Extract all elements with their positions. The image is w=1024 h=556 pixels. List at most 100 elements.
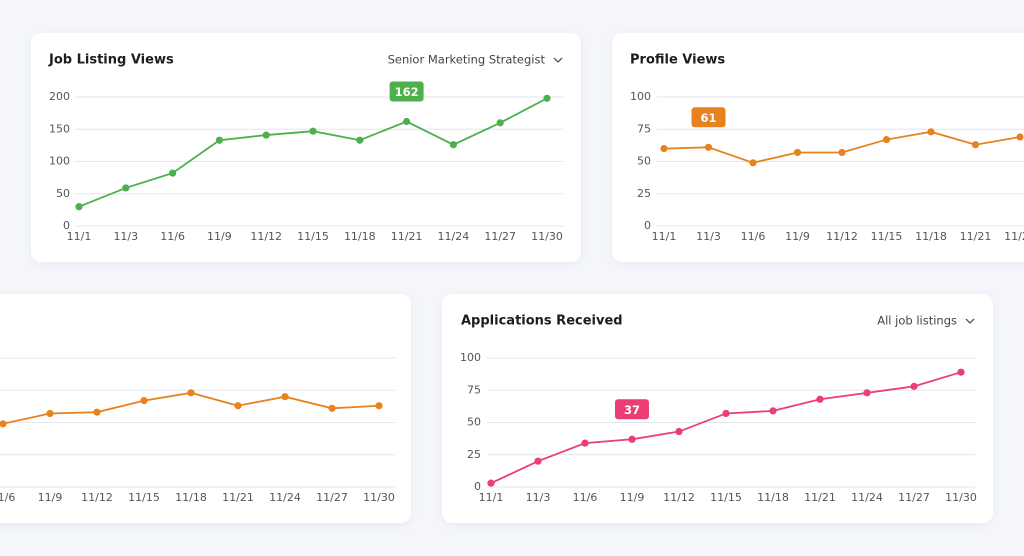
y-tick-label: 100	[460, 351, 481, 364]
chevron	[553, 57, 563, 63]
point	[140, 396, 148, 405]
point	[628, 435, 636, 443]
x-tick-label: 11/21	[960, 230, 992, 243]
x-tick-label: 11/12	[250, 230, 282, 243]
x-tick-label: 11/3	[113, 230, 138, 243]
x-tick-label: 11/9	[785, 230, 810, 243]
y-tick-label: 50	[467, 416, 481, 429]
y-tick-label: 50	[56, 187, 70, 200]
x-tick-label: 11/12	[81, 491, 113, 504]
x-tick-label: 11/15	[871, 230, 903, 243]
point	[534, 457, 542, 465]
filter-dropdown[interactable]: Senior Marketing Strategist	[388, 53, 563, 67]
point	[543, 94, 551, 102]
x-tick-label: 11/1	[652, 230, 677, 243]
x-tick-label: 11/15	[710, 491, 742, 504]
chart-card: 025507510011/611/911/1211/1511/1811/2111…	[0, 294, 411, 523]
x-tick-label: 11/21	[391, 230, 423, 243]
point	[910, 382, 918, 390]
point	[957, 368, 965, 376]
point	[262, 131, 270, 139]
point	[927, 128, 935, 136]
x-tick-label: 11/6	[0, 491, 15, 504]
point	[356, 136, 364, 144]
point	[487, 479, 495, 487]
value-label: 61	[700, 111, 716, 125]
x-tick-label: 11/3	[696, 230, 721, 243]
point	[281, 393, 289, 401]
x-tick-label: 11/18	[757, 491, 789, 504]
point	[704, 143, 713, 151]
point	[0, 420, 7, 428]
card	[31, 33, 581, 262]
point	[882, 135, 891, 144]
value-label: 37	[624, 403, 640, 417]
point	[722, 409, 730, 418]
x-tick-label: 11/18	[344, 230, 376, 243]
x-tick-label: 11/27	[484, 230, 516, 243]
y-tick-label: 75	[467, 383, 481, 396]
chart-title: Applications Received	[461, 314, 623, 329]
chart-card: Applications Received All job listings 0 25…	[442, 294, 993, 523]
point	[215, 136, 223, 144]
y-tick-label: 0	[644, 219, 651, 232]
filter-label: All job listings	[877, 314, 957, 328]
point	[234, 402, 242, 410]
x-tick-label: 11/27	[898, 491, 930, 504]
point	[46, 409, 54, 418]
chart-title: Profile Views	[630, 53, 725, 68]
x-tick-label: 11/12	[663, 491, 695, 504]
point	[769, 407, 777, 415]
value-badge	[389, 81, 424, 102]
x-tick-label: 11/6	[741, 230, 766, 243]
x-tick-label: 11/18	[175, 491, 207, 504]
point	[793, 148, 802, 157]
card	[612, 33, 1024, 262]
point	[581, 439, 589, 447]
chart-title: Job Listing Views	[48, 53, 174, 68]
point	[838, 148, 846, 157]
point	[816, 395, 824, 403]
point	[449, 141, 457, 149]
point	[1016, 133, 1024, 141]
filter-dropdown[interactable]: All job listings	[877, 314, 975, 328]
y-tick-label: 0	[63, 219, 70, 232]
x-tick-label: 11/3	[526, 491, 551, 504]
chart-card: Job Listing Views Senior Marketing Strate…	[31, 33, 581, 262]
point	[660, 145, 668, 153]
x-tick-label: 11/27	[316, 491, 348, 504]
card	[0, 294, 411, 523]
point	[187, 389, 195, 397]
y-tick-label: 25	[637, 187, 651, 200]
point	[749, 159, 757, 167]
x-tick-label: 11/30	[531, 230, 563, 243]
point	[169, 169, 177, 177]
point	[675, 427, 683, 436]
point	[375, 402, 383, 410]
y-tick-label: 50	[637, 155, 651, 168]
x-tick-label: 11/15	[128, 491, 160, 504]
x-tick-label: 11/24	[269, 491, 301, 504]
filter-label: Senior Marketing Strategist	[388, 53, 546, 67]
point	[496, 119, 504, 127]
point	[971, 141, 980, 149]
x-tick-label: 11/9	[620, 491, 645, 504]
point	[75, 203, 83, 211]
x-tick-label: 11/24	[851, 491, 883, 504]
x-tick-label: 11/21	[222, 491, 254, 504]
x-tick-label: 11/30	[363, 491, 395, 504]
point	[309, 127, 317, 135]
point	[328, 404, 336, 412]
chevron	[965, 318, 975, 324]
x-tick-label: 11/15	[297, 230, 329, 243]
point	[863, 389, 871, 397]
x-tick-label: 11/1	[67, 230, 92, 243]
point	[403, 117, 411, 126]
x-tick-label: 11/9	[38, 491, 63, 504]
y-tick-label: 100	[49, 155, 70, 168]
x-tick-label: 11/24	[1004, 230, 1024, 243]
x-tick-label: 11/1	[479, 491, 504, 504]
x-tick-label: 11/9	[207, 230, 232, 243]
